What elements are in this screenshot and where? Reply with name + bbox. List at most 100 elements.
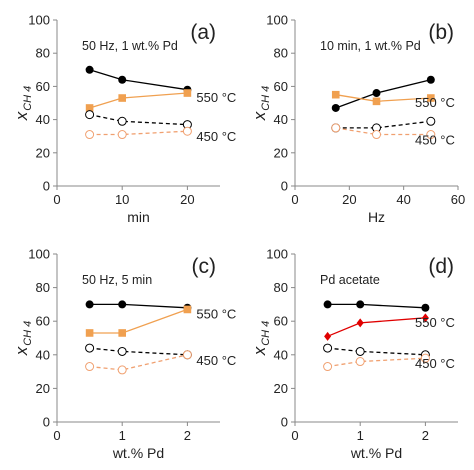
y-tick-label: 20 <box>36 381 50 396</box>
data-point <box>331 103 340 112</box>
y-tick-label: 20 <box>274 381 288 396</box>
temperature-label-550: 550 °C <box>196 306 236 321</box>
panel-annotation: 50 Hz, 1 wt.% Pd <box>82 39 178 53</box>
data-point <box>117 116 127 126</box>
series-3 <box>331 116 436 133</box>
series-line <box>335 120 431 129</box>
series-1 <box>331 75 435 112</box>
data-point <box>426 116 436 126</box>
data-point <box>420 353 430 363</box>
temperature-label-550: 550 °C <box>415 95 455 110</box>
y-tick-label: 0 <box>281 179 288 194</box>
y-tick-label: 0 <box>43 415 50 430</box>
chart-panel-3: 0 20 40 60 80 100 0 1 2 wt.% Pd xCH 4 (c) 50 Hz, 5 m… <box>12 247 236 462</box>
data-point <box>324 331 332 341</box>
y-tick-label: 40 <box>274 112 288 127</box>
data-point <box>372 130 381 140</box>
panel-label: (b) <box>428 21 454 44</box>
series-line <box>327 347 426 356</box>
series-2 <box>85 89 192 112</box>
series-line <box>327 303 426 309</box>
x-tick-label: 1 <box>357 428 364 443</box>
y-tick-label: 60 <box>36 79 50 94</box>
y-tick-label: 100 <box>28 13 50 28</box>
y-axis-label-main: x <box>250 346 269 356</box>
data-point <box>117 346 127 356</box>
series-2 <box>331 90 435 106</box>
x-tick-label: 0 <box>53 428 60 443</box>
x-tick-label: 1 <box>119 428 126 443</box>
data-point <box>85 104 94 112</box>
data-point <box>85 329 94 337</box>
y-axis-label-subscript: CH 4 <box>22 86 34 111</box>
temperature-label-450: 450 °C <box>196 129 236 144</box>
data-point <box>118 75 127 84</box>
series-3 <box>85 343 192 360</box>
x-tick-label: 20 <box>180 192 194 207</box>
data-point <box>85 343 95 353</box>
data-point <box>118 300 127 309</box>
y-axis-label-subscript: CH 4 <box>260 86 272 111</box>
x-tick-label: 0 <box>291 428 298 443</box>
y-axis-label-main: x <box>12 346 31 356</box>
series-line <box>327 357 426 368</box>
series-line <box>89 354 188 371</box>
x-tick-label: 10 <box>115 192 129 207</box>
data-point <box>355 346 365 356</box>
series-line <box>89 308 188 334</box>
series-3 <box>323 343 430 360</box>
data-point <box>323 300 332 309</box>
data-point <box>356 300 365 309</box>
y-tick-label: 60 <box>274 314 288 329</box>
series-4 <box>85 126 192 140</box>
x-tick-label: 2 <box>184 428 191 443</box>
data-point <box>426 130 436 140</box>
data-point <box>117 365 127 375</box>
series-line <box>89 92 188 109</box>
series-line <box>89 347 188 356</box>
y-axis-label: xCH 4 <box>12 321 34 357</box>
panel-annotation: Pd acetate <box>320 273 380 287</box>
data-point <box>372 97 381 106</box>
y-axis-label: xCH 4 <box>250 86 272 122</box>
data-point <box>118 329 126 337</box>
series-line <box>89 69 188 91</box>
data-point <box>331 90 340 99</box>
x-tick-label: 20 <box>342 192 356 207</box>
data-point <box>323 343 333 353</box>
series-4 <box>331 123 436 140</box>
data-point <box>427 94 435 102</box>
series-1 <box>85 65 192 94</box>
x-tick-label: 40 <box>396 192 410 207</box>
temperature-label-450: 450 °C <box>415 356 455 371</box>
series-1 <box>323 300 430 312</box>
series-line <box>89 113 188 126</box>
y-tick-label: 0 <box>43 179 50 194</box>
data-point <box>85 110 95 120</box>
data-point <box>331 123 341 133</box>
y-axis-label-subscript: CH 4 <box>22 321 34 346</box>
y-tick-label: 100 <box>266 13 288 28</box>
chart-panel-1: 0 20 40 60 80 100 0 10 20 min xCH 4 (a) 50 Hz, 1 wt.… <box>12 13 236 226</box>
x-axis-label: Hz <box>368 209 385 225</box>
y-tick-label: 60 <box>274 79 288 94</box>
data-point <box>355 357 365 367</box>
temperature-label-550: 550 °C <box>196 90 236 105</box>
y-tick-label: 60 <box>36 314 50 329</box>
x-axis-label: wt.% Pd <box>112 445 164 461</box>
y-tick-label: 80 <box>36 46 50 61</box>
y-tick-label: 0 <box>281 415 288 430</box>
y-tick-label: 100 <box>28 247 50 262</box>
panel-annotation: 50 Hz, 5 min <box>82 273 152 287</box>
data-point <box>85 65 94 74</box>
data-point <box>85 362 95 372</box>
y-tick-label: 80 <box>36 280 50 295</box>
y-axis-label-subscript: CH 4 <box>260 321 272 346</box>
panel-label: (c) <box>192 255 217 278</box>
series-1 <box>85 300 192 312</box>
series-line <box>89 303 188 309</box>
panel-annotation: 10 min, 1 wt.% Pd <box>320 39 421 53</box>
y-tick-label: 40 <box>274 347 288 362</box>
temperature-label-550: 550 °C <box>415 315 455 330</box>
